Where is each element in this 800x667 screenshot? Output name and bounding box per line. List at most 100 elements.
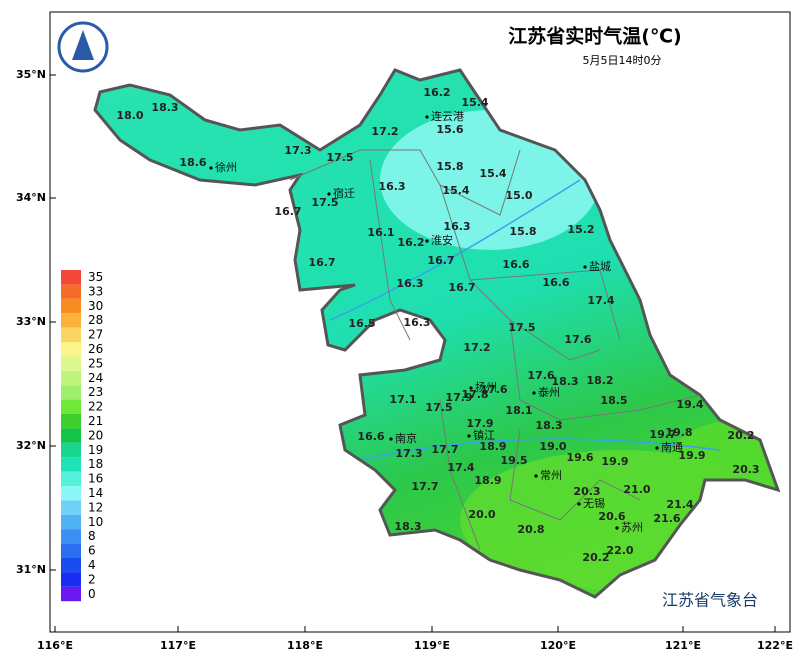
city-dot — [655, 446, 659, 450]
legend-swatch — [61, 370, 81, 386]
legend-label: 30 — [88, 299, 103, 313]
legend-swatch — [61, 471, 81, 486]
temperature-label: 20.3 — [573, 485, 600, 498]
temperature-label: 17.7 — [431, 443, 458, 456]
temperature-label: 18.9 — [474, 474, 501, 487]
temperature-label: 19.0 — [539, 440, 566, 453]
legend-label: 33 — [88, 284, 103, 298]
temperature-label: 17.3 — [284, 144, 311, 157]
temperature-label: 15.0 — [505, 189, 532, 202]
x-tick-label: 118°E — [287, 639, 323, 652]
legend-label: 12 — [88, 500, 103, 514]
city-label: 连云港 — [431, 110, 464, 123]
temperature-label: 16.6 — [542, 276, 569, 289]
temperature-label: 16.2 — [397, 236, 424, 249]
subtitle: 5月5日14时0分 — [583, 54, 662, 67]
temperature-label: 17.4 — [587, 294, 614, 307]
temperature-label: 17.5 — [311, 196, 338, 209]
city-dot — [532, 391, 536, 395]
temperature-label: 17.5 — [326, 151, 353, 164]
temperature-label: 18.2 — [586, 374, 613, 387]
temperature-label: 16.7 — [308, 256, 335, 269]
temperature-label: 18.3 — [394, 520, 421, 533]
legend-swatch — [61, 572, 81, 587]
temperature-label: 18.3 — [151, 101, 178, 114]
temperature-label: 15.6 — [436, 123, 463, 136]
city-dot — [583, 265, 587, 269]
city-label: 盐城 — [589, 260, 611, 273]
temperature-label: 19.9 — [678, 449, 705, 462]
legend-swatch — [61, 442, 81, 458]
temperature-label: 18.3 — [535, 419, 562, 432]
legend-label: 22 — [88, 400, 103, 414]
city-label: 苏州 — [621, 521, 643, 534]
city-dot — [577, 502, 581, 506]
legend-label: 23 — [88, 385, 103, 399]
temperature-label: 15.2 — [567, 223, 594, 236]
temperature-label: 17.6 — [564, 333, 591, 346]
city-label: 扬州 — [475, 380, 497, 394]
temperature-label: 20.2 — [727, 429, 754, 442]
legend-label: 16 — [88, 472, 103, 486]
temperature-label: 19.9 — [601, 455, 628, 468]
legend-swatch — [61, 414, 81, 429]
legend-label: 6 — [88, 544, 96, 558]
temperature-label: 18.1 — [505, 404, 532, 417]
title: 江苏省实时气温(℃) — [508, 25, 681, 48]
temperature-label: 17.9 — [466, 417, 493, 430]
city-dot — [469, 386, 473, 390]
legend-swatch — [61, 558, 81, 573]
city-dot — [425, 115, 429, 119]
temperature-label: 16.1 — [367, 226, 394, 239]
legend-label: 35 — [88, 270, 103, 284]
city-label: 徐州 — [215, 160, 237, 174]
y-tick-label: 34°N — [16, 191, 46, 204]
temperature-label: 17.2 — [463, 341, 490, 354]
legend-label: 28 — [88, 313, 103, 327]
legend-swatch — [61, 284, 81, 299]
legend-swatch — [61, 356, 81, 371]
temperature-label: 17.3 — [395, 447, 422, 460]
legend-swatch — [61, 342, 81, 357]
temperature-label: 18.0 — [116, 109, 143, 122]
temperature-label: 17.6 — [527, 369, 554, 382]
legend-swatch — [61, 500, 81, 515]
city-dot — [534, 474, 538, 478]
legend-label: 19 — [88, 443, 103, 457]
temperature-label: 16.7 — [427, 254, 454, 267]
temperature-label: 17.1 — [389, 393, 416, 406]
x-tick-label: 122°E — [757, 639, 793, 652]
city-label: 宿迁 — [333, 186, 355, 200]
legend-swatch — [61, 529, 81, 544]
temperature-label: 15.8 — [436, 160, 463, 173]
legend-label: 25 — [88, 356, 103, 370]
legend-label: 18 — [88, 457, 103, 471]
boundaries — [289, 149, 701, 551]
temperature-label: 19.8 — [665, 426, 692, 439]
city-dot — [425, 239, 429, 243]
legend-swatch — [61, 586, 81, 602]
temperature-label: 15.4 — [479, 167, 506, 180]
x-tick-label: 116°E — [37, 639, 73, 652]
temperature-label: 16.2 — [423, 86, 450, 99]
temperature-label: 16.3 — [396, 277, 423, 290]
x-tick-label: 117°E — [160, 639, 196, 652]
temperature-label: 19.5 — [500, 454, 527, 467]
city-label: 南通 — [661, 441, 683, 454]
temperature-label: 16.7 — [448, 281, 475, 294]
temperature-label: 22.0 — [606, 544, 633, 557]
city-label: 常州 — [540, 469, 562, 482]
legend-label: 14 — [88, 486, 103, 500]
legend-label: 20 — [88, 428, 103, 442]
legend-label: 26 — [88, 342, 103, 356]
legend-swatch — [61, 428, 81, 443]
temperature-label: 18.9 — [479, 440, 506, 453]
city-dot — [467, 434, 471, 438]
temperature-label: 20.3 — [732, 463, 759, 476]
city-dot — [615, 526, 619, 530]
temperature-label: 15.4 — [442, 184, 469, 197]
temperature-label: 16.3 — [378, 180, 405, 193]
legend-label: 2 — [88, 572, 96, 586]
